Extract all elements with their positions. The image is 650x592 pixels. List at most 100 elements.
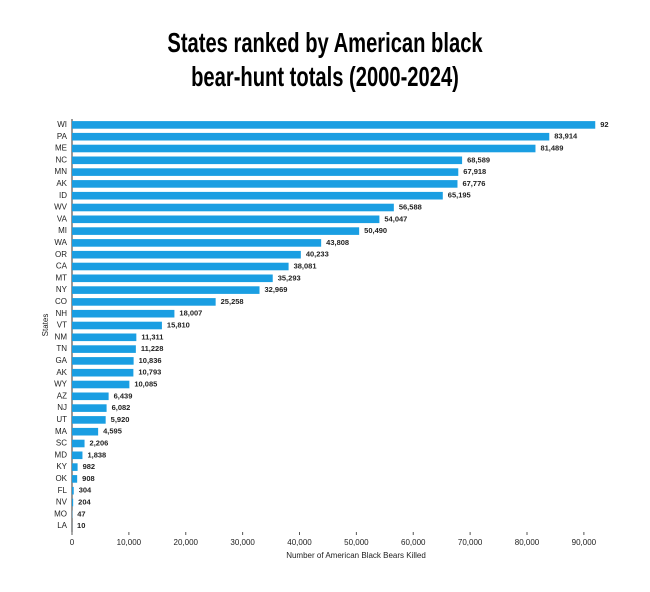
y-tick-label: NC [55,155,67,164]
value-label: 10,836 [139,356,162,365]
y-tick-label: NJ [57,403,67,412]
y-tick-label: MA [55,427,68,436]
value-label: 67,918 [463,167,486,176]
value-label: 982 [83,462,96,471]
bar [72,156,463,165]
value-label: 40,233 [306,250,329,259]
y-tick-label: CA [56,262,68,271]
y-tick-label: UT [56,415,67,424]
bar [72,427,99,436]
value-label: 11,311 [141,332,163,341]
x-tick-label: 40,000 [287,538,312,547]
x-tick-label: 80,000 [515,538,540,547]
y-tick-label: WI [57,120,67,129]
y-tick-label: MI [58,226,67,235]
x-tick-label: 60,000 [401,538,426,547]
bar [72,191,443,200]
y-tick-label: FL [58,486,68,495]
value-label: 6,439 [114,391,133,400]
bar [72,357,134,365]
bar [72,274,273,283]
value-label: 54,047 [384,214,407,223]
value-label: 68,589 [467,155,490,164]
value-label: 10,085 [134,379,157,388]
y-tick-label: AK [56,179,67,188]
bar [72,227,360,235]
value-label: 908 [82,474,95,483]
y-tick-label: NY [56,285,68,294]
y-tick-label: NV [56,498,68,507]
value-label: 10 [77,521,85,530]
y-tick-label: MD [55,450,68,459]
y-tick-label: SC [56,439,67,448]
bar [72,250,301,259]
chart-title: States ranked by American black bear-hun… [167,27,483,92]
y-tick-label: VT [57,321,67,330]
bar [72,309,175,318]
bar [72,463,78,471]
bar [72,392,109,401]
bar [72,475,78,483]
y-tick-label: TN [56,344,67,353]
x-tick-label: 0 [70,538,75,547]
x-tick-label: 50,000 [344,538,369,547]
y-tick-label: MN [55,167,68,176]
y-tick-label: GA [55,356,67,365]
y-tick-label: MT [55,273,67,282]
bar [72,239,322,247]
value-label: 67,776 [462,179,485,188]
value-label: 83,914 [554,132,578,141]
bar [72,262,289,271]
value-label: 43,808 [326,238,349,247]
y-tick-label: ID [59,191,67,200]
bar [72,180,458,188]
value-label: 11,228 [141,344,164,353]
bar [72,404,107,412]
value-label: 47 [77,509,85,518]
y-tick-label: WY [54,380,68,389]
y-axis-label: States [41,314,50,337]
y-tick-label: AZ [57,391,67,400]
value-label: 1,838 [87,450,106,459]
value-label: 32,969 [265,285,288,294]
y-tick-label: OR [55,250,67,259]
y-tick-label: AK [56,368,67,377]
value-label: 4,595 [103,427,122,436]
value-label: 18,007 [179,309,202,318]
bar [72,215,380,224]
y-tick-label: OK [55,474,67,483]
value-label: 6,082 [112,403,131,412]
y-tick-label: CO [55,297,67,306]
y-tick-label: ME [55,144,67,153]
bar [72,203,394,212]
bar [72,168,459,176]
value-label: 15,810 [167,320,190,329]
value-label: 50,490 [364,226,387,235]
value-label: 92 [600,120,608,129]
y-tick-label: MO [54,509,67,518]
value-label: 65,195 [448,191,471,200]
value-label: 304 [79,486,92,495]
bar [72,486,74,495]
bar [72,345,136,353]
value-label: 81,489 [540,143,563,152]
value-label: 56,588 [399,202,422,211]
bar [72,321,162,330]
value-label: 35,293 [278,273,301,282]
bar [72,380,130,389]
y-tick-label: PA [57,132,68,141]
value-label: 2,206 [90,438,109,447]
value-label: 25,258 [221,297,244,306]
bar [72,498,74,507]
y-tick-label: NH [55,309,67,318]
y-tick-label: NM [55,332,68,341]
x-tick-label: 90,000 [572,538,597,547]
bar [72,144,536,153]
y-tick-label: VA [57,214,68,223]
value-label: 38,081 [294,261,317,270]
y-tick-label: WV [54,203,68,212]
bar [72,333,137,342]
value-label: 204 [78,497,91,506]
